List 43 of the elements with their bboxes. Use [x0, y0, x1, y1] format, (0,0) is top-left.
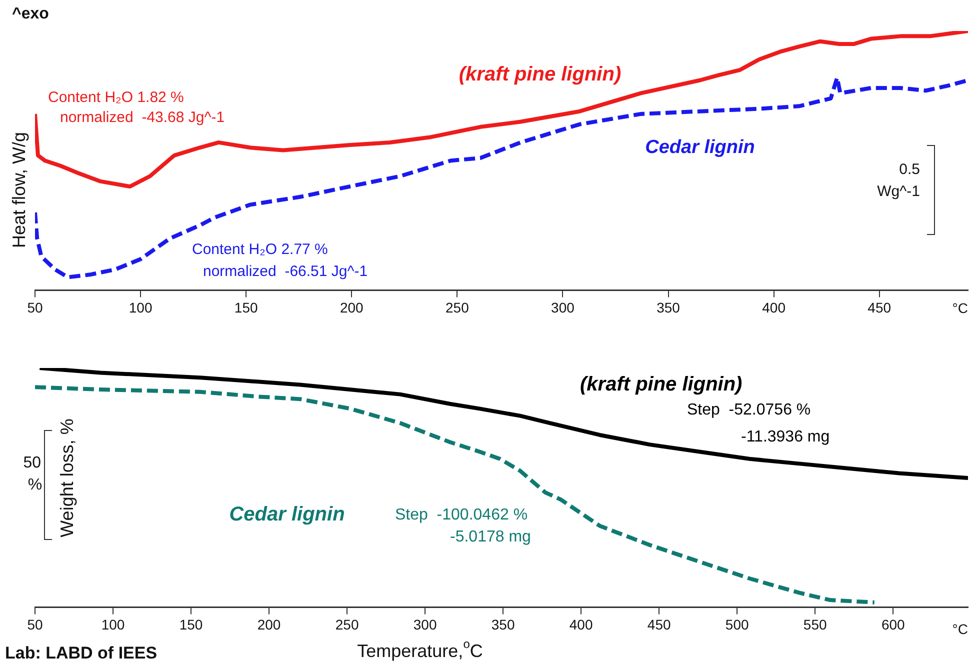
- x-tick-label: 400: [762, 299, 786, 316]
- x-tick-label: 200: [257, 616, 281, 632]
- x-tick-label: 150: [179, 616, 203, 632]
- series-label: Cedar lignin: [645, 137, 755, 158]
- annotation: Wg^-1: [877, 183, 920, 200]
- x-tick-label: 250: [335, 616, 359, 632]
- x-tick-label: 500: [725, 616, 749, 632]
- x-tick-label: 100: [101, 616, 125, 632]
- text: Cedar lignin: [229, 504, 345, 526]
- x-tick-label: 550: [803, 616, 827, 632]
- x-tick-label: 250: [445, 299, 470, 316]
- text: Lab: LABD of IEES: [5, 644, 158, 663]
- text: °C: [952, 620, 968, 637]
- series-label: (kraft pine lignin): [580, 374, 743, 396]
- x-tick-label: 150: [234, 299, 258, 316]
- annotation: -5.0178 mg: [450, 528, 531, 546]
- x-tick-label: 300: [551, 299, 575, 316]
- annotation: -11.3936 mg: [741, 428, 830, 446]
- annotation: %: [28, 476, 42, 494]
- x-tick-label: 450: [868, 299, 892, 316]
- x-tick-label: 350: [491, 616, 515, 632]
- series-label: (kraft pine lignin): [458, 64, 622, 86]
- annotation: Content H₂O 2.77 %: [192, 241, 328, 258]
- text: °C: [952, 300, 968, 316]
- x-tick-label: 200: [340, 299, 364, 316]
- text: ^exo: [12, 5, 50, 22]
- annotation: Content H₂O 1.82 %: [48, 89, 184, 106]
- x-tick-label: 350: [656, 299, 680, 316]
- x-tick-label: 50: [27, 299, 43, 316]
- y-axis-title: Heat flow, W/g: [8, 132, 29, 248]
- x-tick-label: 450: [647, 616, 671, 632]
- x-tick-label: 100: [128, 299, 152, 316]
- x-tick-label: 50: [27, 616, 43, 632]
- y-axis-title: Weight loss, %: [56, 418, 77, 538]
- annotation: Step -52.0756 %: [687, 401, 811, 418]
- x-tick-label: 600: [881, 616, 906, 632]
- annotation: 50: [23, 454, 42, 472]
- annotation: normalized -66.51 Jg^-1: [203, 263, 368, 280]
- x-tick-label: 400: [569, 616, 593, 632]
- annotation: Step -100.0462 %: [395, 506, 528, 524]
- annotation: 0.5: [899, 161, 920, 178]
- x-tick-label: 300: [413, 616, 437, 632]
- annotation: normalized -43.68 Jg^-1: [60, 109, 225, 126]
